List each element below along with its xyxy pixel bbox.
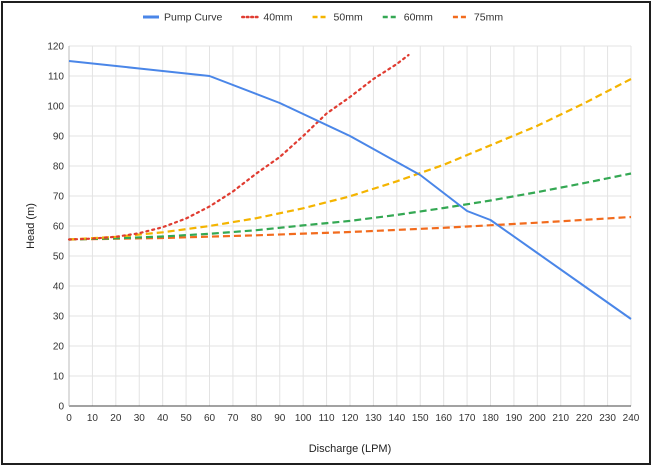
y-tick-label: 30 xyxy=(53,312,65,323)
axes xyxy=(68,46,631,407)
y-tick-labels: 0 10 20 30 40 50 60 70 80 90 100 110 120 xyxy=(47,42,64,413)
series-lines xyxy=(67,53,632,320)
x-tick-label: 240 xyxy=(623,413,640,424)
x-tick-label: 220 xyxy=(576,413,593,424)
series-line-60mm xyxy=(68,172,632,241)
y-tick-label: 20 xyxy=(53,342,65,353)
series-line-40mm xyxy=(67,53,410,241)
x-tick-label: 180 xyxy=(482,413,499,424)
legend-label: 40mm xyxy=(263,12,292,24)
legend-label: 60mm xyxy=(404,12,433,24)
y-tick-label: 10 xyxy=(53,372,65,383)
x-tick-label: 150 xyxy=(412,413,429,424)
x-tick-label: 30 xyxy=(134,413,146,424)
x-tick-label: 160 xyxy=(435,413,452,424)
y-tick-label: 70 xyxy=(53,192,65,203)
y-tick-label: 90 xyxy=(53,132,65,143)
grid-lines xyxy=(68,45,632,407)
x-tick-label: 170 xyxy=(459,413,476,424)
x-tick-label: 60 xyxy=(204,413,216,424)
x-tick-label: 230 xyxy=(599,413,616,424)
x-tick-label: 50 xyxy=(181,413,193,424)
series-line-75mm xyxy=(68,215,632,241)
y-tick-label: 100 xyxy=(47,102,64,113)
x-axis-title: Discharge (LPM) xyxy=(309,443,392,455)
legend: Pump Curve 40mm 50mm 60mm 75mm xyxy=(143,12,503,24)
x-tick-label: 110 xyxy=(319,413,335,424)
x-tick-label: 140 xyxy=(388,413,405,424)
y-tick-label: 80 xyxy=(53,162,65,173)
series-line-50mm xyxy=(68,78,632,241)
y-tick-label: 60 xyxy=(53,222,65,233)
y-axis-title: Head (m) xyxy=(25,203,37,249)
x-tick-label: 120 xyxy=(342,413,359,424)
x-tick-label: 200 xyxy=(529,413,546,424)
series-line-pump-curve xyxy=(68,60,632,320)
x-tick-label: 210 xyxy=(552,413,569,424)
y-tick-label: 40 xyxy=(53,282,65,293)
legend-label: 75mm xyxy=(474,12,503,24)
x-tick-label: 10 xyxy=(87,413,99,424)
y-tick-label: 0 xyxy=(58,402,64,413)
legend-label: 50mm xyxy=(334,12,363,24)
x-tick-label: 90 xyxy=(274,413,286,424)
x-tick-label: 190 xyxy=(506,413,523,424)
y-tick-label: 50 xyxy=(53,252,65,263)
y-tick-label: 120 xyxy=(47,42,64,53)
x-tick-label: 130 xyxy=(365,413,382,424)
x-tick-label: 0 xyxy=(66,413,72,424)
x-tick-labels: 0 10 20 30 40 50 60 70 80 90 100 110 120 130 140 150 160… xyxy=(66,413,640,424)
x-tick-label: 70 xyxy=(227,413,239,424)
x-tick-label: 20 xyxy=(110,413,122,424)
x-tick-label: 100 xyxy=(295,413,312,424)
legend-label: Pump Curve xyxy=(164,12,223,24)
y-tick-label: 110 xyxy=(48,72,64,83)
x-tick-label: 40 xyxy=(157,413,169,424)
x-tick-label: 80 xyxy=(251,413,263,424)
